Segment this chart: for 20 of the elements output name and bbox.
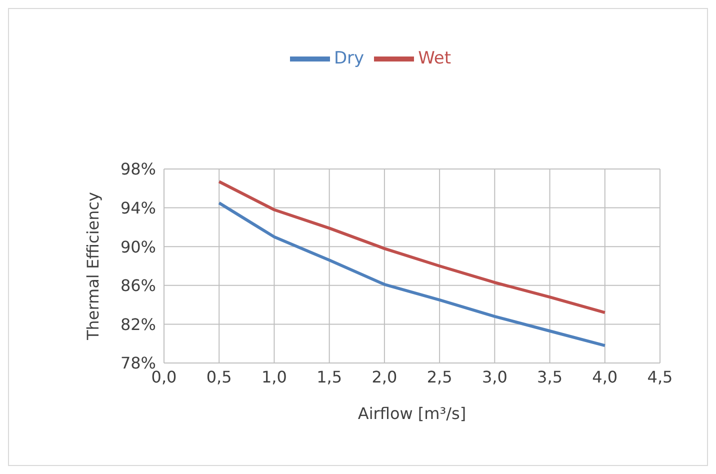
x-tick-label: 0,5 bbox=[206, 367, 232, 386]
y-tick-label: 94% bbox=[120, 198, 156, 218]
x-tick-label: 3,5 bbox=[537, 367, 563, 386]
legend-label: Wet bbox=[418, 48, 452, 69]
x-tick-label: 2,0 bbox=[372, 367, 398, 386]
y-tick-label: 90% bbox=[120, 237, 156, 256]
x-tick-label: 1,0 bbox=[261, 367, 287, 386]
y-tick-label: 86% bbox=[120, 276, 156, 296]
x-tick-label: 2,5 bbox=[426, 367, 452, 386]
x-tick-label: 4,0 bbox=[592, 367, 618, 386]
x-axis-title: Airflow [m³/s] bbox=[358, 404, 466, 423]
x-tick-label: 4,5 bbox=[647, 367, 673, 386]
line-series bbox=[218, 201, 606, 348]
x-tick-label: 3,0 bbox=[482, 367, 508, 386]
x-tick-label: 1,5 bbox=[316, 367, 342, 386]
y-tick-label: 82% bbox=[120, 314, 156, 334]
y-tick-label: 98% bbox=[120, 160, 156, 179]
y-axis-title: Thermal Efficiency bbox=[84, 192, 103, 342]
legend-label: Dry bbox=[334, 48, 364, 69]
line-series bbox=[218, 180, 606, 314]
